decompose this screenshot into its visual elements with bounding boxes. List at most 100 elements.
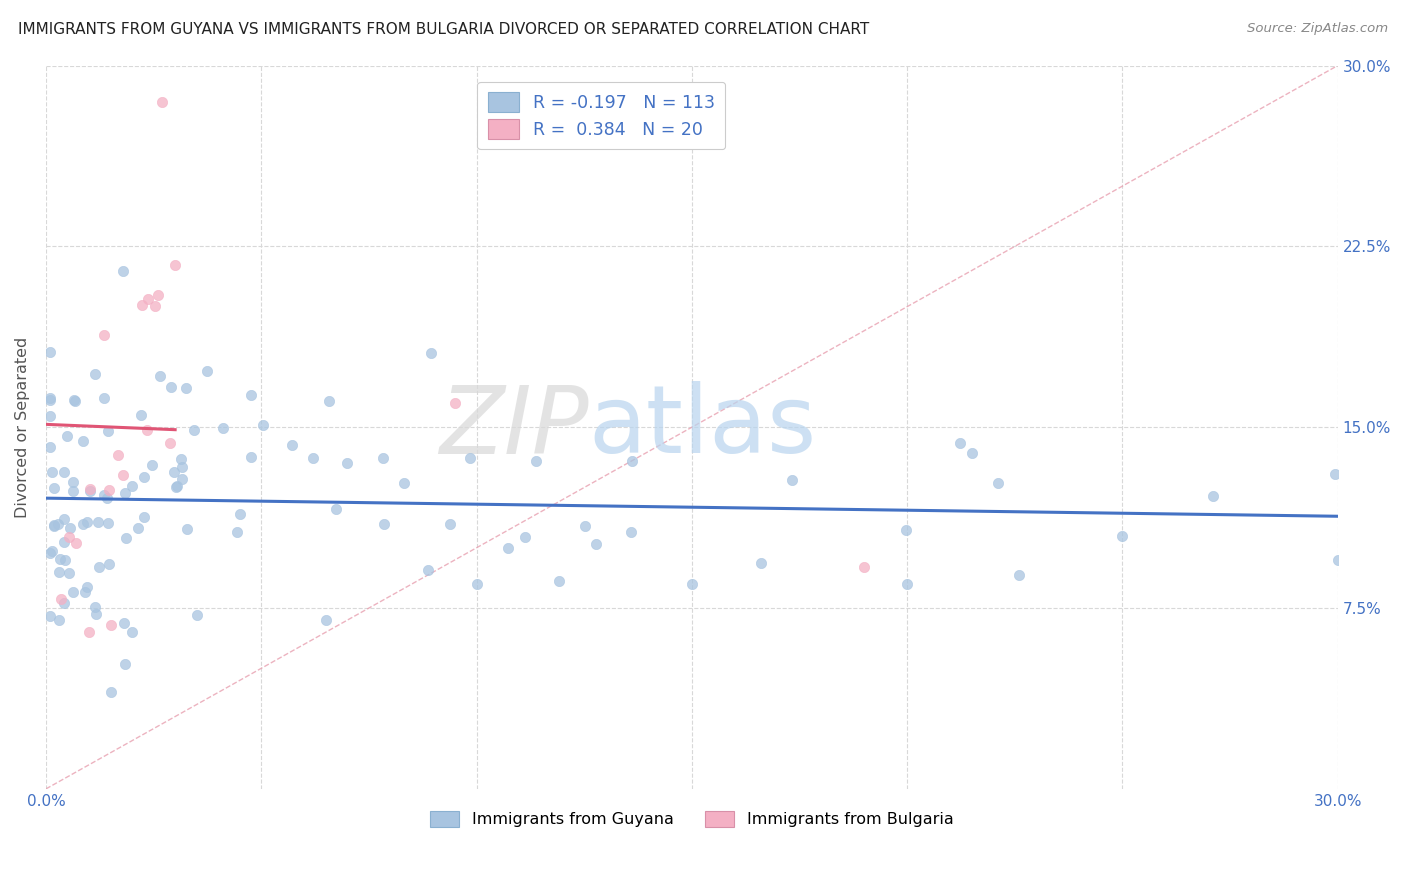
Point — [39, 393, 62, 408]
Point — [100, 685, 122, 699]
Point — [418, 563, 440, 577]
Point — [55, 552, 77, 566]
Point — [174, 381, 197, 395]
Point — [681, 577, 703, 591]
Point — [96, 491, 118, 505]
Point — [84, 607, 107, 621]
Text: atlas: atlas — [589, 381, 817, 474]
Point — [170, 452, 193, 467]
Point — [166, 479, 188, 493]
Point — [150, 95, 173, 109]
Point — [149, 369, 172, 384]
Point — [58, 530, 80, 544]
Text: ZIP: ZIP — [439, 382, 589, 473]
Point — [315, 613, 337, 627]
Point — [896, 577, 918, 591]
Point — [93, 391, 115, 405]
Point — [62, 584, 84, 599]
Point — [79, 482, 101, 496]
Point — [41, 543, 63, 558]
Point — [853, 560, 876, 574]
Point — [49, 552, 72, 566]
Point — [172, 459, 194, 474]
Point — [239, 388, 262, 402]
Point — [62, 475, 84, 489]
Point — [960, 446, 983, 460]
Point — [373, 517, 395, 532]
Text: Source: ZipAtlas.com: Source: ZipAtlas.com — [1247, 22, 1388, 36]
Point — [93, 328, 115, 343]
Point — [39, 609, 62, 624]
Point — [439, 517, 461, 532]
Point — [83, 367, 105, 381]
Point — [87, 516, 110, 530]
Point — [1202, 489, 1225, 503]
Point — [53, 534, 76, 549]
Point — [132, 510, 155, 524]
Point — [93, 488, 115, 502]
Point — [176, 522, 198, 536]
Point — [325, 501, 347, 516]
Point — [212, 420, 235, 434]
Point — [547, 574, 569, 589]
Point — [73, 584, 96, 599]
Point — [42, 518, 65, 533]
Point — [465, 577, 488, 591]
Point — [585, 537, 607, 551]
Point — [39, 545, 62, 559]
Point — [112, 263, 135, 277]
Point — [97, 425, 120, 439]
Point — [46, 516, 69, 531]
Point — [159, 435, 181, 450]
Point — [371, 450, 394, 465]
Point — [41, 466, 63, 480]
Point — [392, 475, 415, 490]
Point — [115, 531, 138, 545]
Point — [97, 516, 120, 531]
Point — [114, 486, 136, 500]
Point — [420, 346, 443, 360]
Point — [42, 518, 65, 533]
Point — [574, 518, 596, 533]
Point — [63, 393, 86, 408]
Point — [107, 448, 129, 462]
Point — [48, 613, 70, 627]
Point — [79, 484, 101, 499]
Point — [135, 423, 157, 437]
Point — [77, 625, 100, 640]
Point — [121, 625, 143, 640]
Text: IMMIGRANTS FROM GUYANA VS IMMIGRANTS FROM BULGARIA DIVORCED OR SEPARATED CORRELA: IMMIGRANTS FROM GUYANA VS IMMIGRANTS FRO… — [18, 22, 869, 37]
Point — [52, 596, 75, 610]
Point — [1326, 553, 1348, 567]
Point — [749, 557, 772, 571]
Point — [280, 438, 302, 452]
Point — [97, 557, 120, 571]
Point — [53, 465, 76, 479]
Point — [58, 566, 80, 580]
Point — [1323, 467, 1346, 482]
Point — [894, 523, 917, 537]
Point — [112, 468, 135, 483]
Point — [515, 530, 537, 544]
Legend: Immigrants from Guyana, Immigrants from Bulgaria: Immigrants from Guyana, Immigrants from … — [422, 803, 962, 835]
Point — [336, 456, 359, 470]
Point — [62, 483, 84, 498]
Point — [496, 541, 519, 555]
Point — [318, 393, 340, 408]
Point — [148, 287, 170, 301]
Point — [63, 392, 86, 407]
Point — [163, 465, 186, 479]
Point — [98, 483, 121, 497]
Point — [76, 515, 98, 529]
Point — [195, 364, 218, 378]
Point — [59, 520, 82, 534]
Point — [302, 450, 325, 465]
Point — [48, 565, 70, 579]
Point — [138, 292, 160, 306]
Point — [252, 417, 274, 432]
Point — [1008, 568, 1031, 582]
Point — [229, 508, 252, 522]
Point — [143, 299, 166, 313]
Point — [39, 409, 62, 423]
Point — [87, 560, 110, 574]
